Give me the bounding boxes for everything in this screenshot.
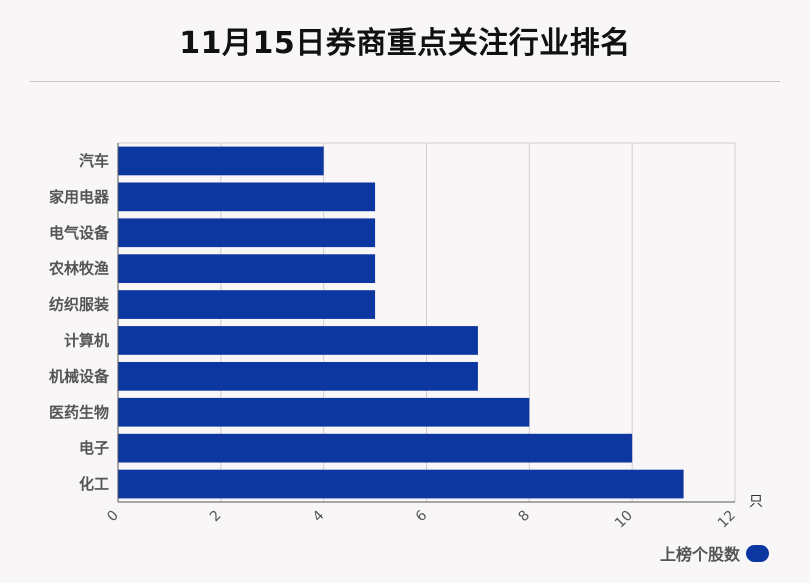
bar[interactable] xyxy=(118,182,376,212)
axes xyxy=(117,143,735,503)
bar[interactable] xyxy=(118,469,684,499)
category-label: 机械设备 xyxy=(49,367,110,385)
x-tick-label: 0 xyxy=(104,508,122,526)
labels: 0 2 4 6 8 10 12 汽车家用电器电气设备农林牧渔纺织服装计算机机械设备医药生物电子… xyxy=(48,152,739,531)
x-axis-unit-label: 只 xyxy=(749,494,763,510)
bar[interactable] xyxy=(118,326,478,355)
x-tick-label: 12 xyxy=(715,508,739,532)
category-label: 计算机 xyxy=(64,331,109,349)
category-label: 电子 xyxy=(79,439,109,457)
category-label: 化工 xyxy=(79,475,109,493)
title-divider xyxy=(30,81,780,82)
category-label: 电气设备 xyxy=(49,224,110,242)
category-label: 农林牧渔 xyxy=(48,260,109,278)
category-label: 纺织服装 xyxy=(49,296,110,314)
x-tick-label: 8 xyxy=(516,508,534,526)
x-tick-label: 10 xyxy=(612,508,636,532)
bar[interactable] xyxy=(118,146,324,176)
legend-swatch xyxy=(746,544,769,562)
category-label: 医药生物 xyxy=(49,403,109,421)
bar[interactable] xyxy=(118,290,376,319)
bar[interactable] xyxy=(118,433,633,463)
bar[interactable] xyxy=(118,361,478,391)
category-label: 家用电器 xyxy=(49,188,110,206)
bar[interactable] xyxy=(118,254,376,284)
bar[interactable] xyxy=(118,218,376,248)
chart-title: 11月15日券商重点关注行业排名 xyxy=(179,26,631,61)
legend-label: 上榜个股数 xyxy=(659,545,740,564)
bar[interactable] xyxy=(118,397,530,427)
x-tick-label: 4 xyxy=(310,507,328,525)
bars xyxy=(118,146,684,499)
x-tick-label: 2 xyxy=(207,508,225,526)
category-label: 汽车 xyxy=(79,152,109,170)
x-tick-label: 6 xyxy=(413,507,431,525)
legend[interactable]: 上榜个股数 xyxy=(660,541,769,565)
